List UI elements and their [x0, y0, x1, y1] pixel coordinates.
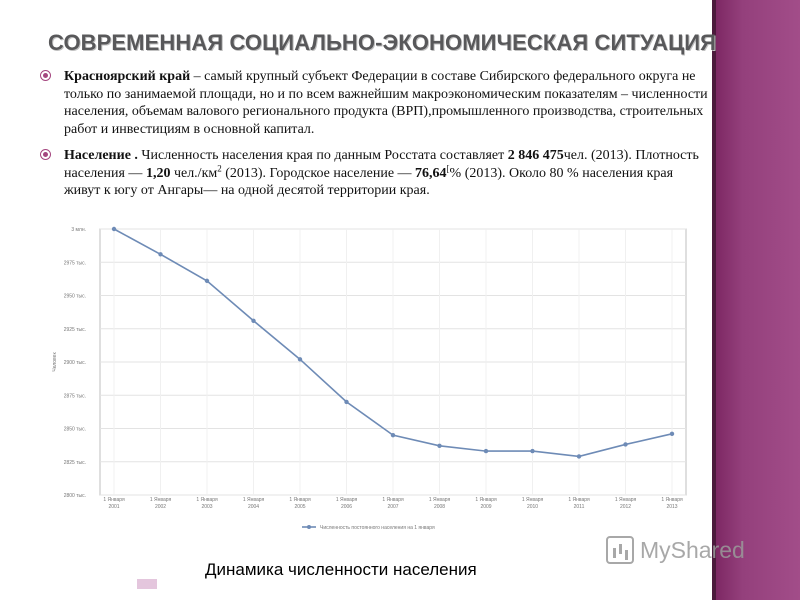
data-point	[669, 431, 675, 437]
x-tick-label: 1 Января	[103, 497, 125, 503]
bullet-text-part: (2013). Городское население —	[221, 165, 416, 181]
x-tick-label-year: 2003	[201, 504, 212, 510]
reference-superscript: [	[446, 162, 450, 173]
x-tick-label-year: 2012	[620, 504, 631, 510]
data-point	[204, 278, 210, 284]
bullet-text-part: чел./км	[170, 165, 218, 181]
data-point	[576, 454, 582, 459]
watermark-text: MyShared	[640, 536, 745, 563]
y-tick-label: 2925 тыс.	[64, 327, 86, 333]
bullet-list: Красноярский край – самый крупный субъек…	[40, 68, 712, 209]
x-tick-label-year: 2005	[294, 504, 305, 510]
y-tick-label: 2825 тыс.	[64, 460, 86, 466]
chart-caption: Динамика численности населения	[205, 560, 477, 579]
data-point	[111, 226, 117, 232]
x-tick-label-year: 2008	[434, 504, 445, 510]
x-tick-label: 1 Января	[243, 497, 265, 503]
bullet-population: Население . Численность населения края п…	[40, 147, 712, 200]
x-tick-label-year: 2011	[574, 504, 585, 510]
slide-indicator	[137, 579, 157, 589]
x-tick-label: 1 Января	[336, 497, 358, 503]
data-point	[623, 442, 628, 447]
population-chart-svg: 2800 тыс. 2825 тыс. 2850 тыс. 2875 тыс. 2900…	[52, 226, 687, 531]
data-point	[390, 432, 396, 438]
legend-marker	[307, 525, 311, 529]
y-tick-label: 2975 тыс.	[64, 260, 86, 266]
y-tick-label: 2900 тыс.	[64, 360, 86, 366]
data-point	[297, 357, 303, 362]
x-tick-label: 1 Января	[429, 497, 451, 503]
data-point	[158, 252, 163, 257]
x-tick-label: 1 Января	[522, 497, 544, 503]
data-point	[530, 448, 535, 454]
population-value: 2 846 475	[507, 148, 564, 163]
bullet-text-part: % (2013). Около 80 % населения края живу…	[64, 165, 674, 199]
x-tick-label: 1 Января	[196, 497, 218, 503]
x-tick-label-year: 2004	[248, 504, 259, 510]
y-tick-label: 3 млн.	[71, 227, 86, 233]
x-tick-label-year: 2010	[527, 504, 538, 510]
data-point	[483, 448, 489, 454]
myshared-logo-icon	[606, 536, 634, 564]
side-band-edge	[712, 0, 716, 600]
x-tick-label: 1 Января	[289, 497, 311, 503]
x-tick-label-year: 2009	[480, 504, 491, 510]
bullet-krasnoyarsk: Красноярский край – самый крупный субъек…	[40, 68, 712, 138]
watermark: MyShared	[606, 536, 745, 564]
side-decoration-band	[712, 0, 800, 600]
bullet-text: – самый крупный субъект Федерации в сост…	[64, 69, 708, 137]
bullet-icon	[40, 70, 51, 81]
density-value: 1,20	[145, 165, 171, 181]
bullet-text-part: Численность населения края по данным Рос…	[137, 148, 508, 163]
y-axis-label: Человек	[52, 352, 58, 372]
y-tick-label: 2850 тыс.	[64, 427, 86, 433]
x-tick-label: 1 Января	[150, 497, 172, 503]
data-point	[251, 318, 256, 323]
x-tick-label: 1 Января	[475, 497, 497, 503]
x-tick-label: 1 Января	[615, 497, 637, 503]
area-superscript: 2	[217, 162, 222, 173]
y-tick-label: 2875 тыс.	[64, 393, 86, 399]
bullet-text-part: чел. (2013). Плотность населения —	[64, 148, 699, 181]
urban-value: 76,64	[415, 165, 447, 181]
data-point	[344, 399, 349, 405]
y-tick-label: 2950 тыс.	[64, 294, 86, 300]
population-chart: 2800 тыс. 2825 тыс. 2850 тыс. 2875 тыс. 2900…	[40, 215, 700, 550]
x-tick-label-year: 2002	[155, 504, 166, 510]
x-tick-label: 1 Января	[568, 497, 590, 503]
x-tick-label: 1 Января	[661, 497, 683, 503]
bullet-lead: Красноярский край	[64, 69, 191, 84]
x-tick-label: 1 Января	[382, 497, 404, 503]
bullet-lead: Население .	[64, 148, 138, 163]
x-tick-label-year: 2007	[387, 504, 398, 510]
y-tick-label: 2800 тыс.	[64, 493, 86, 499]
x-tick-label-year: 2013	[666, 504, 677, 510]
bullet-icon	[40, 149, 51, 160]
slide-title: СОВРЕМЕННАЯ СОЦИАЛЬНО-ЭКОНОМИЧЕСКАЯ СИТУ…	[48, 30, 717, 55]
x-tick-label-year: 2001	[108, 504, 119, 510]
legend-label: Численность постоянного населения на 1 я…	[320, 525, 435, 531]
x-tick-label-year: 2006	[341, 504, 352, 510]
data-point	[437, 443, 442, 448]
